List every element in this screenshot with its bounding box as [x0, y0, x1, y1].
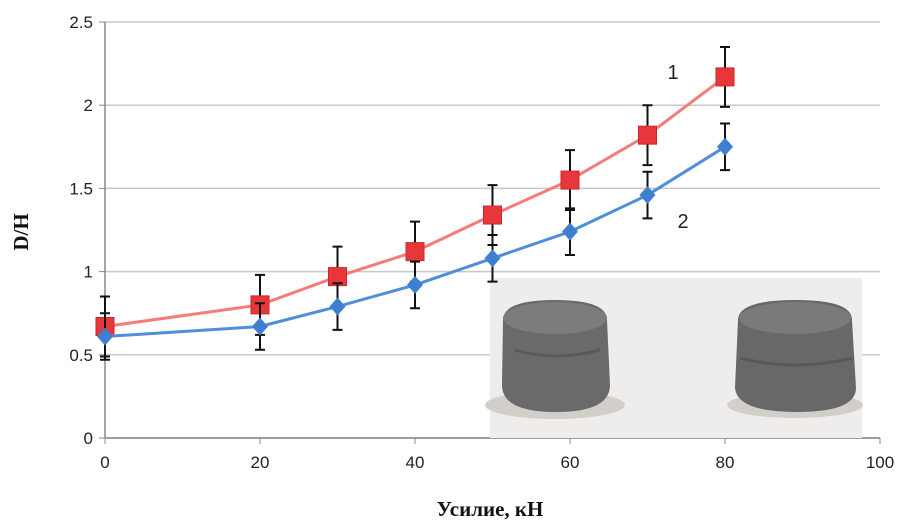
x-tick-label: 40: [406, 453, 425, 472]
x-tick-label: 100: [866, 453, 894, 472]
marker: [717, 138, 733, 156]
inset-photo: [485, 278, 863, 438]
x-tick-label: 20: [251, 453, 270, 472]
y-tick-label: 1.5: [69, 179, 93, 198]
x-tick-label: 80: [716, 453, 735, 472]
marker: [484, 206, 502, 224]
marker: [252, 318, 268, 336]
page: {"chart_data": {"type": "line", "xlabel"…: [0, 0, 904, 527]
chart: 0 0.5 1 1.5 2 2.5 0 20 40 60 80 100 1 2 Усилие, кН D…: [0, 0, 904, 527]
series-label: 1: [667, 62, 678, 84]
series-label: 2: [677, 211, 688, 233]
x-tick-label: 60: [561, 453, 580, 472]
y-tick-label: 0: [84, 429, 93, 448]
marker: [485, 249, 501, 267]
y-tick-label: 1: [84, 263, 93, 282]
x-tick-label: 0: [100, 453, 109, 472]
marker: [561, 171, 579, 189]
y-tick-label: 2.5: [69, 13, 93, 32]
marker: [562, 223, 578, 241]
marker: [639, 126, 657, 144]
y-axis-title: D/H: [9, 213, 33, 250]
marker: [716, 68, 734, 86]
marker: [407, 276, 423, 294]
y-tick-label: 0.5: [69, 346, 93, 365]
marker: [406, 243, 424, 261]
marker: [330, 298, 346, 316]
x-axis-title: Усилие, кН: [437, 497, 544, 521]
y-tick-label: 2: [84, 96, 93, 115]
